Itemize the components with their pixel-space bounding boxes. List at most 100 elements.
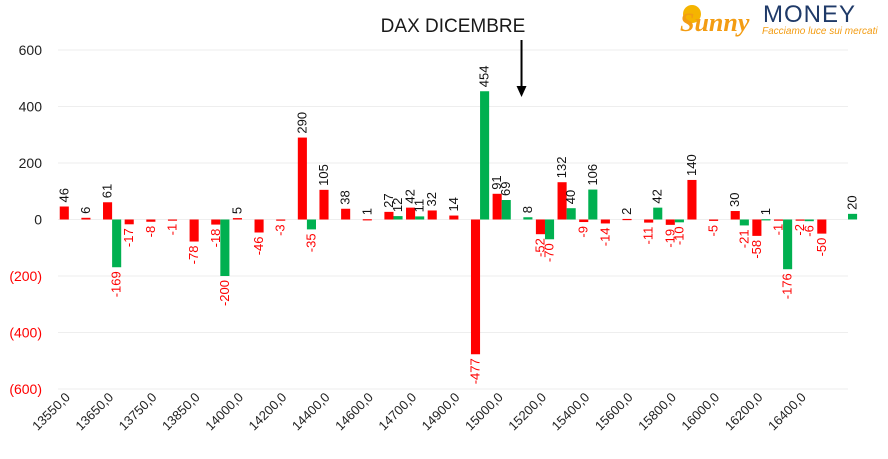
red-bar — [254, 219, 264, 233]
data-label: -1 — [771, 224, 786, 236]
green-bar — [112, 219, 122, 268]
data-label: 42 — [403, 189, 418, 203]
x-tick-label: 14200,0 — [246, 390, 290, 434]
red-bar — [644, 219, 654, 223]
green-bar — [306, 219, 316, 230]
x-tick-label: 14700,0 — [375, 390, 419, 434]
data-label: 140 — [684, 154, 699, 176]
sun-icon — [683, 5, 701, 23]
data-label: 42 — [650, 189, 665, 203]
data-label: 8 — [520, 206, 535, 213]
data-label: -6 — [801, 225, 816, 237]
red-bar — [817, 219, 827, 234]
red-bar — [384, 211, 394, 220]
data-label: -477 — [468, 358, 483, 384]
data-label: 105 — [316, 164, 331, 186]
green-bar — [501, 200, 511, 220]
red-bar — [600, 219, 610, 224]
x-tick-label: 15200,0 — [505, 390, 549, 434]
red-bar — [146, 219, 156, 222]
red-bar — [276, 219, 286, 221]
red-bar — [59, 206, 69, 220]
red-bar — [211, 219, 221, 225]
data-label: 61 — [100, 184, 115, 198]
data-label: 12 — [390, 198, 405, 212]
data-label: -52 — [532, 238, 547, 257]
green-bar — [480, 91, 490, 220]
data-label: -3 — [273, 224, 288, 236]
data-label: 1 — [359, 208, 374, 215]
red-bar — [470, 219, 481, 355]
data-label: 454 — [477, 66, 492, 88]
red-bar — [665, 219, 675, 225]
data-label: 30 — [727, 193, 742, 207]
red-bar — [341, 208, 351, 220]
x-tick-label: 14900,0 — [419, 390, 463, 434]
red-bar — [232, 218, 242, 220]
data-label: 27 — [381, 193, 396, 207]
data-label: -46 — [251, 236, 266, 255]
x-tick-label: 15600,0 — [592, 390, 636, 434]
green-bar — [588, 189, 598, 220]
data-label: 290 — [294, 112, 309, 134]
red-bar — [427, 210, 437, 220]
green-bar — [761, 219, 771, 221]
data-label: 1 — [758, 208, 773, 215]
data-label: -2 — [792, 224, 807, 236]
x-tick-label: 15400,0 — [549, 390, 593, 434]
y-axis: 600 400 200 0 (200) (400) (600) — [9, 42, 42, 397]
data-label: -169 — [109, 271, 124, 297]
x-tick-label: 15800,0 — [635, 390, 679, 434]
red-bar — [406, 207, 416, 220]
y-tick-label: (400) — [9, 325, 42, 341]
x-tick-label: 16400,0 — [765, 390, 809, 434]
data-label: 38 — [338, 190, 353, 204]
y-tick-label: 600 — [19, 42, 43, 58]
data-label: 5 — [229, 207, 244, 214]
data-label: -5 — [706, 225, 721, 237]
data-label: -35 — [303, 233, 318, 252]
x-tick-label: 16000,0 — [678, 390, 722, 434]
x-tick-label: 14600,0 — [332, 390, 376, 434]
red-bar — [622, 218, 632, 221]
x-tick-label: 13750,0 — [116, 390, 160, 434]
data-label: -21 — [736, 229, 751, 248]
red-bar — [709, 219, 719, 221]
data-label: -18 — [208, 229, 223, 248]
green-bar — [739, 219, 749, 226]
data-label: -200 — [217, 280, 232, 306]
green-bar — [415, 216, 425, 220]
red-bar — [81, 217, 91, 220]
data-label: -58 — [749, 240, 764, 259]
data-label: 20 — [845, 195, 860, 209]
green-bar — [220, 219, 230, 276]
red-bar — [189, 219, 199, 242]
red-bar — [297, 137, 307, 220]
red-bar — [795, 219, 805, 221]
data-label: -70 — [542, 243, 557, 262]
x-tick-label: 14000,0 — [202, 390, 246, 434]
red-bar — [103, 202, 113, 220]
data-label: 40 — [563, 190, 578, 204]
data-label: -14 — [597, 227, 612, 246]
red-bar — [535, 219, 545, 235]
x-tick-label: 16200,0 — [722, 390, 766, 434]
data-label: 32 — [424, 192, 439, 206]
sunny-money-logo: Sunny MONEY Facciamo luce sui mercati — [680, 1, 878, 37]
x-tick-label: 15000,0 — [462, 390, 506, 434]
data-label: 46 — [56, 188, 71, 202]
bars — [59, 91, 858, 355]
red-bar — [579, 219, 589, 223]
y-tick-label: 0 — [34, 212, 42, 228]
data-label: -11 — [641, 227, 656, 245]
green-bar — [848, 213, 858, 220]
data-label: 6 — [78, 207, 93, 214]
data-label: 91 — [489, 175, 504, 189]
red-bar — [362, 219, 372, 221]
red-bar — [319, 189, 329, 220]
red-bar — [752, 219, 762, 236]
green-bar — [783, 219, 793, 270]
data-label: -17 — [121, 228, 136, 247]
arrow-down-icon — [516, 86, 527, 97]
